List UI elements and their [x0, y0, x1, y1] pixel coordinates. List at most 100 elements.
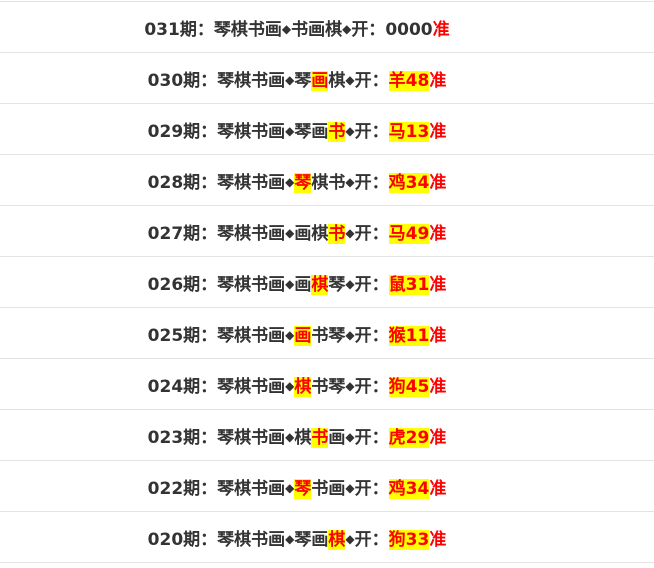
pick-char: 书 [311, 478, 329, 499]
accurate-label: 准 [429, 376, 447, 397]
accurate-label: 准 [429, 223, 447, 244]
hit-char: 书 [328, 223, 346, 244]
pick-char: 琴 [294, 121, 312, 142]
accurate-label: 准 [429, 427, 447, 448]
row-text: 022期：琴棋书画◆琴书画◆开：鸡34准 [147, 474, 447, 499]
pick-char: 琴 [328, 376, 346, 397]
row-text: 029期：琴棋书画◆琴画书◆开：马13准 [148, 117, 447, 142]
row-text: 026期：琴棋书画◆画棋琴◆开：鼠31准 [148, 270, 447, 295]
hit-char: 画 [311, 70, 329, 91]
pick-char: 棋 [311, 223, 329, 244]
hit-char: 琴 [294, 478, 312, 499]
hit-char: 棋 [311, 274, 329, 295]
pick-char: 画 [328, 478, 346, 499]
period-number: 030 [147, 70, 184, 91]
row-text: 020期：琴棋书画◆琴画棋◆开：狗33准 [147, 525, 447, 550]
prefix: 琴棋书画 [217, 478, 286, 499]
period-suffix: 期： [183, 478, 218, 499]
diamond-icon: ◆ [345, 531, 355, 546]
period-suffix: 期： [183, 223, 218, 244]
pick-char: 画 [294, 223, 312, 244]
pick-char: 棋 [311, 172, 329, 193]
result: 羊48 [388, 70, 430, 91]
list-item: 022期：琴棋书画◆琴书画◆开：鸡34准 [0, 461, 654, 512]
accurate-label: 准 [429, 121, 447, 142]
row-text: 031期：琴棋书画◆书画棋◆开：0000准 [144, 15, 449, 40]
list-item: 028期：琴棋书画◆琴棋书◆开：鸡34准 [0, 155, 654, 206]
pick-char: 琴 [328, 325, 346, 346]
pick-char: 画 [311, 529, 329, 550]
row-text: 027期：琴棋书画◆画棋书◆开：马49准 [148, 219, 447, 244]
accurate-label: 准 [429, 274, 447, 295]
diamond-icon: ◆ [285, 276, 295, 291]
prefix: 琴棋书画 [217, 274, 286, 295]
period-suffix: 期： [183, 427, 218, 448]
pick-char: 棋 [294, 427, 312, 448]
diamond-icon: ◆ [345, 72, 355, 87]
pick-char: 书 [311, 325, 329, 346]
pick-char: 书 [291, 19, 309, 40]
diamond-icon: ◆ [345, 378, 355, 393]
pick-char: 棋 [325, 19, 343, 40]
pick-char: 画 [328, 427, 346, 448]
pick-char: 画 [311, 121, 329, 142]
open-label: 开： [354, 427, 389, 448]
prefix: 琴棋书画 [217, 529, 286, 550]
open-label: 开： [354, 478, 389, 499]
accurate-label: 准 [432, 19, 450, 40]
pick-char: 画 [294, 274, 312, 295]
accurate-label: 准 [429, 529, 447, 550]
diamond-icon: ◆ [285, 123, 295, 138]
prefix: 琴棋书画 [217, 223, 286, 244]
prefix: 琴棋书画 [217, 376, 286, 397]
open-label: 开： [354, 376, 389, 397]
result: 马49 [388, 223, 430, 244]
result: 狗45 [388, 376, 430, 397]
prefix: 琴棋书画 [217, 172, 286, 193]
result: 0000 [385, 19, 433, 40]
diamond-icon: ◆ [345, 480, 355, 495]
row-text: 024期：琴棋书画◆棋书琴◆开：狗45准 [147, 372, 447, 397]
open-label: 开： [351, 19, 386, 40]
diamond-icon: ◆ [345, 174, 355, 189]
diamond-icon: ◆ [345, 327, 355, 342]
list-item: 027期：琴棋书画◆画棋书◆开：马49准 [0, 206, 654, 257]
accurate-label: 准 [429, 70, 447, 91]
period-number: 024 [147, 376, 184, 397]
period-number: 023 [147, 427, 184, 448]
hit-char: 画 [294, 325, 312, 346]
period-number: 028 [147, 172, 184, 193]
open-label: 开： [354, 529, 389, 550]
period-suffix: 期： [179, 19, 214, 40]
diamond-icon: ◆ [285, 174, 295, 189]
diamond-icon: ◆ [345, 225, 355, 240]
accurate-label: 准 [429, 478, 447, 499]
hit-char: 书 [328, 121, 346, 142]
pick-char: 琴 [294, 529, 312, 550]
period-number: 022 [147, 478, 184, 499]
list-item: 026期：琴棋书画◆画棋琴◆开：鼠31准 [0, 257, 654, 308]
result: 猴11 [388, 325, 430, 346]
diamond-icon: ◆ [285, 378, 295, 393]
open-label: 开： [354, 274, 389, 295]
row-text: 028期：琴棋书画◆琴棋书◆开：鸡34准 [147, 168, 446, 193]
diamond-icon: ◆ [285, 72, 295, 87]
result: 鸡34 [388, 172, 430, 193]
period-suffix: 期： [183, 121, 218, 142]
result: 狗33 [388, 529, 430, 550]
period-number: 020 [147, 529, 184, 550]
pick-char: 书 [311, 376, 329, 397]
result: 鼠31 [388, 274, 430, 295]
period-suffix: 期： [183, 172, 218, 193]
result: 虎29 [388, 427, 430, 448]
row-text: 025期：琴棋书画◆画书琴◆开：猴11准 [147, 321, 446, 346]
list-item: 031期：琴棋书画◆书画棋◆开：0000准 [0, 2, 654, 53]
open-label: 开： [354, 172, 389, 193]
period-suffix: 期： [183, 529, 218, 550]
row-text: 030期：琴棋书画◆琴画棋◆开：羊48准 [147, 66, 447, 91]
period-number: 025 [147, 325, 184, 346]
period-suffix: 期： [183, 70, 218, 91]
open-label: 开： [354, 121, 389, 142]
prefix: 琴棋书画 [213, 19, 282, 40]
pick-char: 琴 [294, 70, 312, 91]
